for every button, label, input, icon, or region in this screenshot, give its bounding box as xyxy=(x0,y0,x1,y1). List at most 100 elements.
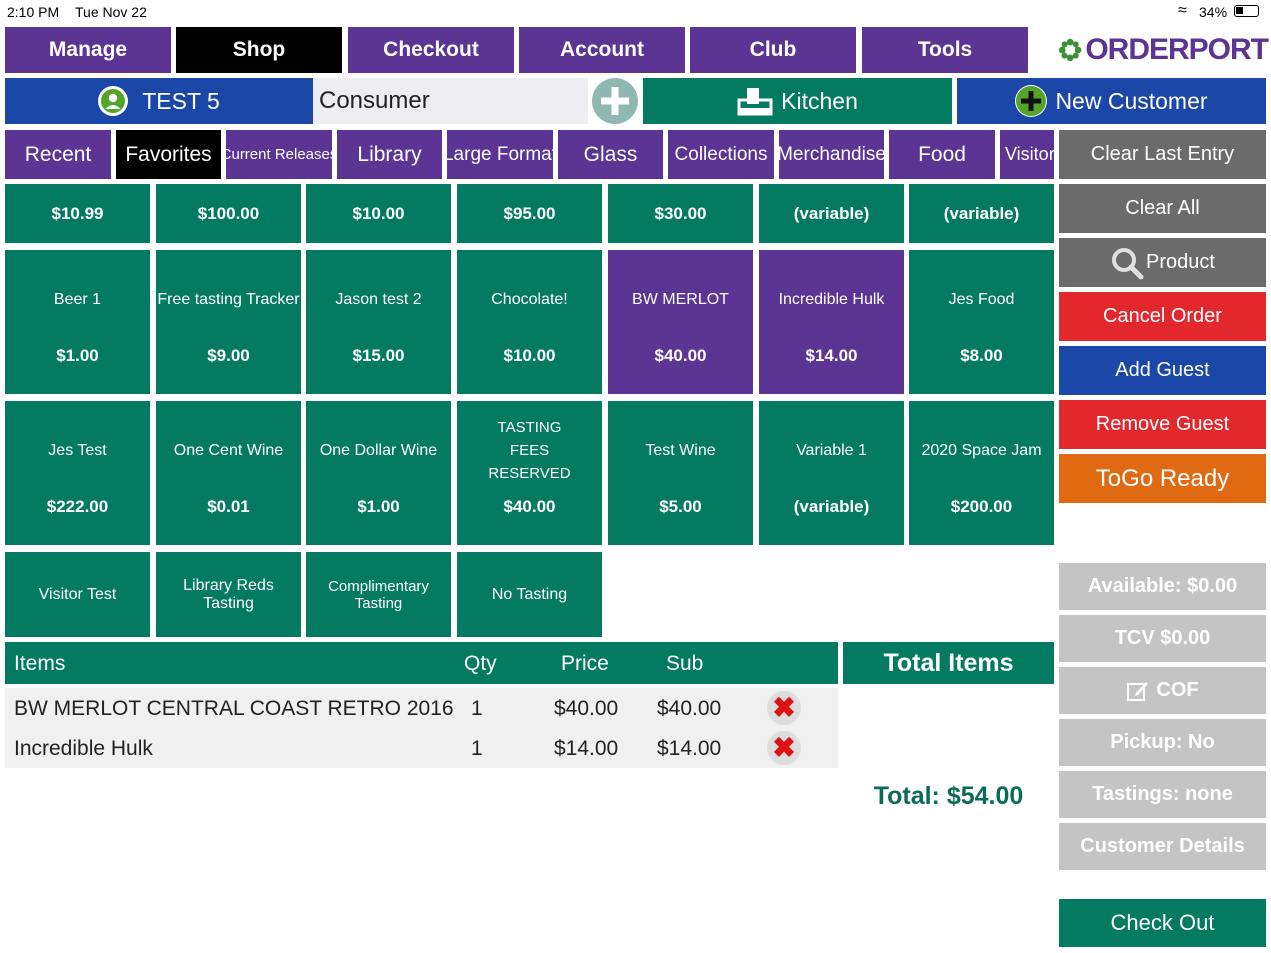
available-balance-button[interactable]: Available: $0.00 xyxy=(1059,563,1266,610)
quick-price-tile[interactable]: $10.99 xyxy=(5,184,150,243)
product-tile[interactable]: Free tasting Tracker $9.00 xyxy=(156,250,301,394)
close-icon: ✖ xyxy=(772,732,796,763)
quick-price-value: $10.99 xyxy=(51,203,104,223)
product-price: $1.00 xyxy=(56,346,99,365)
product-tile[interactable]: 2020 Space Jam $200.00 xyxy=(909,401,1054,545)
product-tile[interactable]: Variable 1 (variable) xyxy=(759,401,904,545)
category-tab-recent[interactable]: Recent xyxy=(5,130,111,179)
product-tile[interactable]: Chocolate! $10.00 xyxy=(457,250,602,394)
clear-last-entry-button[interactable]: Clear Last Entry xyxy=(1059,130,1266,179)
product-tile[interactable]: Jes Food $8.00 xyxy=(909,250,1054,394)
category-tab-favorites[interactable]: Favorites xyxy=(116,130,221,179)
customer-details-button[interactable]: Customer Details xyxy=(1059,823,1266,870)
category-tab-favorites-label: Favorites xyxy=(125,142,212,166)
tasting-name: Complimentary Tasting xyxy=(328,577,429,612)
product-tile[interactable]: TASTING FEES RESERVED $40.00 xyxy=(457,401,602,545)
tcv-button[interactable]: TCV $0.00 xyxy=(1059,615,1266,662)
product-tile[interactable]: Test Wine $5.00 xyxy=(608,401,753,545)
product-price: $15.00 xyxy=(352,346,405,365)
category-tab-visitor[interactable]: Visitor T xyxy=(1000,130,1054,179)
check-out-button[interactable]: Check Out xyxy=(1059,899,1266,947)
category-tab-glass[interactable]: Glass xyxy=(558,130,663,179)
order-table-header: Items Qty Price Sub xyxy=(5,642,838,684)
quick-price-tile[interactable]: $95.00 xyxy=(457,184,602,243)
category-tab-current-releases[interactable]: Current Releases xyxy=(226,130,332,179)
product-name: Variable 1 xyxy=(796,441,867,459)
category-tab-merchandise[interactable]: Merchandise xyxy=(779,130,884,179)
product-price: $9.00 xyxy=(207,346,250,365)
product-tile[interactable]: One Dollar Wine $1.00 xyxy=(306,401,451,545)
quick-price-tile[interactable]: $10.00 xyxy=(306,184,451,243)
category-tab-food[interactable]: Food xyxy=(889,130,995,179)
cancel-order-button[interactable]: Cancel Order xyxy=(1059,292,1266,341)
product-price: $200.00 xyxy=(950,497,1013,516)
order-total-value: Total: $54.00 xyxy=(873,781,1024,810)
quick-price-value: $30.00 xyxy=(654,203,707,223)
category-tab-merchandise-label: Merchandise xyxy=(779,143,884,165)
kitchen-button[interactable]: Kitchen xyxy=(643,78,952,124)
orderport-logo: ORDERPORT xyxy=(1058,27,1269,73)
tasting-tile[interactable]: Visitor Test xyxy=(5,552,150,637)
order-line-qty: 1 xyxy=(471,737,483,760)
tasting-tile[interactable]: Complimentary Tasting xyxy=(306,552,451,637)
new-customer-label: New Customer xyxy=(1055,87,1208,114)
status-date: Tue Nov 22 xyxy=(75,4,147,20)
category-tab-large-format[interactable]: Large Format xyxy=(447,130,553,179)
product-search-button[interactable]: Product xyxy=(1059,238,1266,287)
clear-all-button[interactable]: Clear All xyxy=(1059,184,1266,233)
pickup-button[interactable]: Pickup: No xyxy=(1059,719,1266,766)
category-tab-collections-label: Collections xyxy=(674,143,768,165)
product-name: Jason test 2 xyxy=(335,290,422,308)
tasting-tile[interactable]: Library Reds Tasting xyxy=(156,552,301,637)
cof-button[interactable]: COF xyxy=(1059,667,1266,714)
order-line-sub: $40.00 xyxy=(657,697,722,720)
category-tab-collections[interactable]: Collections xyxy=(668,130,774,179)
customer-button[interactable]: TEST 5 xyxy=(5,78,313,124)
category-tab-library[interactable]: Library xyxy=(337,130,442,179)
remove-line-button[interactable]: ✖ xyxy=(767,731,801,765)
togo-ready-label: ToGo Ready xyxy=(1095,464,1230,492)
order-line-price: $40.00 xyxy=(554,697,619,720)
quick-price-tile[interactable]: $100.00 xyxy=(156,184,301,243)
togo-ready-button[interactable]: ToGo Ready xyxy=(1059,454,1266,503)
new-customer-button[interactable]: New Customer xyxy=(957,78,1266,124)
product-price: $14.00 xyxy=(805,346,858,365)
remove-guest-button[interactable]: Remove Guest xyxy=(1059,400,1266,449)
customer-type-field[interactable]: Consumer xyxy=(313,78,588,124)
tastings-button[interactable]: Tastings: none xyxy=(1059,771,1266,818)
nav-account[interactable]: Account xyxy=(519,27,685,73)
product-tile[interactable]: One Cent Wine $0.01 xyxy=(156,401,301,545)
product-tile[interactable]: Jason test 2 $15.00 xyxy=(306,250,451,394)
nav-account-label: Account xyxy=(560,38,644,61)
product-name: Free tasting Tracker xyxy=(157,290,300,308)
available-balance-label: Available: $0.00 xyxy=(1087,575,1238,597)
order-total: Total: $54.00 xyxy=(843,778,1054,814)
wifi-icon: ≈ xyxy=(1178,2,1187,19)
cof-label: COF xyxy=(1156,679,1199,701)
add-customer-type-button[interactable] xyxy=(592,78,638,124)
total-items-header: Total Items xyxy=(843,642,1054,684)
tasting-tile[interactable]: No Tasting xyxy=(457,552,602,637)
nav-manage[interactable]: Manage xyxy=(5,27,171,73)
order-line[interactable]: BW MERLOT CENTRAL COAST RETRO 2016 1 $40… xyxy=(5,688,838,728)
nav-tools[interactable]: Tools xyxy=(862,27,1028,73)
product-name: Jes Food xyxy=(948,290,1015,308)
add-guest-button[interactable]: Add Guest xyxy=(1059,346,1266,395)
quick-price-tile[interactable]: (variable) xyxy=(759,184,904,243)
nav-club[interactable]: Club xyxy=(690,27,856,73)
quick-price-tile[interactable]: $30.00 xyxy=(608,184,753,243)
product-tile[interactable]: BW MERLOT $40.00 xyxy=(608,250,753,394)
nav-checkout[interactable]: Checkout xyxy=(348,27,514,73)
nav-shop[interactable]: Shop xyxy=(176,27,342,73)
add-guest-label: Add Guest xyxy=(1115,359,1210,381)
battery-percent: 34% xyxy=(1199,4,1228,20)
quick-price-tile[interactable]: (variable) xyxy=(909,184,1054,243)
remove-line-button[interactable]: ✖ xyxy=(767,691,801,725)
category-tab-large-format-label: Large Format xyxy=(447,143,553,165)
category-tab-library-label: Library xyxy=(357,142,422,166)
product-tile[interactable]: Incredible Hulk $14.00 xyxy=(759,250,904,394)
product-tile[interactable]: Jes Test $222.00 xyxy=(5,401,150,545)
product-tile[interactable]: Beer 1 $1.00 xyxy=(5,250,150,394)
order-line[interactable]: Incredible Hulk 1 $14.00 $14.00 ✖ xyxy=(5,728,838,768)
logo-flower-icon xyxy=(1058,38,1082,62)
